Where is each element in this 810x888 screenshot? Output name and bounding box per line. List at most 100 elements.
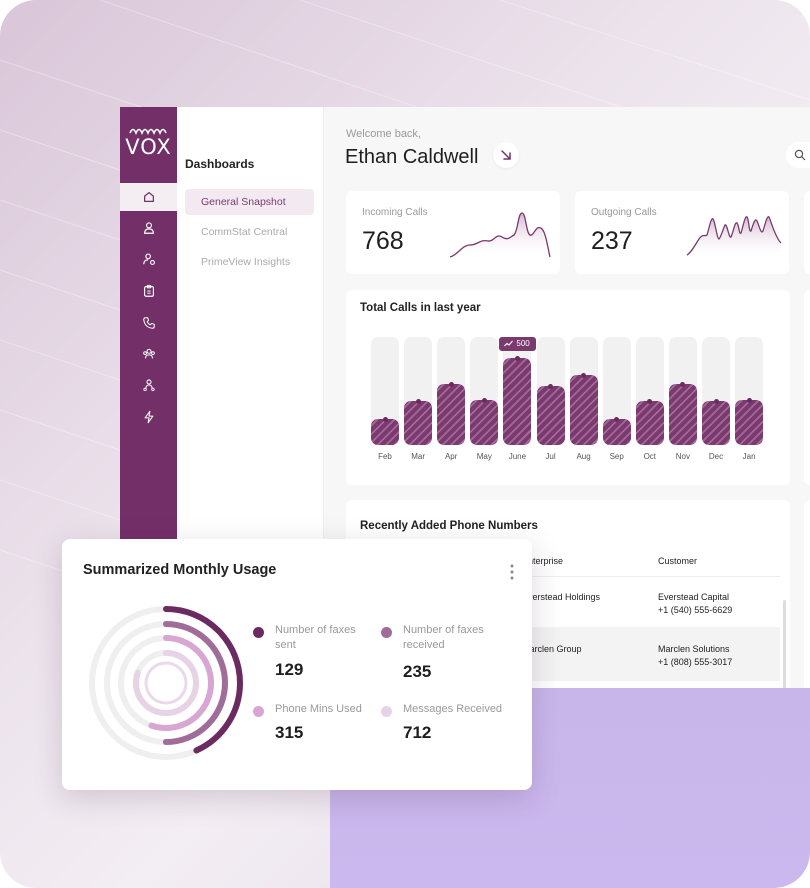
home-icon [143, 192, 154, 202]
ring-messages-received [133, 650, 199, 716]
dashboards-title: Dashboards [185, 157, 255, 171]
trend-up-icon [504, 340, 514, 347]
legend-label-faxes-sent: Number of faxes sent [275, 623, 356, 653]
bar-dot [713, 398, 719, 404]
wave-icon [128, 128, 167, 136]
bar-dot [514, 355, 520, 361]
arrow-down-right-icon [501, 150, 511, 160]
bar-dot [581, 372, 587, 378]
bar-dot [746, 397, 752, 403]
ring-center [144, 661, 188, 705]
phone-numbers-title: Recently Added Phone Numbers [360, 520, 538, 532]
outgoing-calls-label: Outgoing Calls [591, 207, 657, 218]
bar-value-badge: 500 [499, 337, 536, 351]
row-customer: Marclen Solutions [658, 644, 730, 654]
month-label: Apr [444, 452, 458, 461]
bar-june[interactable] [503, 358, 532, 445]
legend-dot-messages-received [381, 706, 392, 717]
row-enterprise: Marclen Group [522, 644, 582, 654]
table-scrollbar[interactable] [783, 600, 786, 688]
monthly-usage-card: Summarized Monthly Usage Number of faxes… [62, 539, 532, 790]
bar-dot [382, 416, 388, 422]
legend-dot-phone-mins [253, 706, 264, 717]
bar-aug[interactable] [569, 375, 598, 445]
legend-value-messages-received: 712 [403, 723, 432, 742]
logo[interactable]: VOX [120, 125, 177, 159]
bar-nov[interactable] [668, 384, 697, 445]
legend-value-faxes-received: 235 [403, 662, 432, 681]
bar-apr[interactable] [437, 384, 466, 445]
bar-sep[interactable] [602, 419, 631, 445]
incoming-calls-label: Incoming Calls [362, 207, 428, 218]
team-icon [142, 348, 155, 359]
month-label: Jul [545, 452, 556, 461]
nav-user-settings[interactable] [120, 245, 177, 273]
subpanel-item-general-snapshot[interactable]: General Snapshot [185, 189, 314, 215]
row-enterprise: Everstead Holdings [522, 592, 601, 602]
legend-label-messages-received: Messages Received [403, 703, 503, 715]
nav-bolt[interactable] [120, 403, 177, 431]
month-label: Sep [609, 452, 624, 461]
bar-may[interactable] [470, 400, 499, 445]
month-label: Dec [708, 452, 724, 461]
incoming-calls-card[interactable]: Incoming Calls 768 [346, 191, 560, 274]
bar-feb[interactable] [371, 419, 399, 445]
customer-column-header: Customer [658, 556, 698, 566]
legend-label-line-1: Number of faxes [403, 624, 484, 636]
nav-user[interactable] [120, 214, 177, 242]
legend-value-phone-mins: 315 [275, 723, 304, 742]
nav-team[interactable] [120, 340, 177, 368]
bar-oct[interactable] [635, 401, 664, 445]
bar-value-badge-text: 500 [516, 339, 530, 348]
incoming-calls-sparkline [449, 212, 551, 259]
legend-label-phone-mins: Phone Mins Used [275, 703, 362, 715]
row-customer: Everstead Capital [658, 592, 730, 602]
legend-dot-faxes-received [381, 627, 392, 638]
bar-jul[interactable] [536, 386, 565, 445]
ring-phone-mins [118, 635, 214, 731]
bar-dec[interactable] [702, 401, 730, 445]
nav-home[interactable] [120, 183, 177, 211]
bar-jan[interactable] [735, 400, 764, 445]
agent-icon [142, 379, 155, 392]
month-label: Nov [675, 452, 690, 461]
phone-icon [142, 317, 155, 329]
row-phone: +1 (540) 555-6629 [658, 605, 733, 615]
nav-phone[interactable] [120, 309, 177, 337]
total-calls-card: Total Calls in last year Feb Mar Apr May Jun… [346, 290, 790, 485]
outgoing-calls-card[interactable]: Outgoing Calls 237 [575, 191, 789, 274]
logo-text: VOX [125, 135, 172, 159]
month-label: Feb [378, 452, 392, 461]
bolt-icon [144, 410, 153, 424]
month-label: Oct [643, 452, 657, 461]
legend-label-line-1: Number of faxes [275, 624, 356, 636]
main-content: Welcome back, Ethan Caldwell Incoming Ca… [324, 107, 810, 688]
month-label: Mar [411, 452, 425, 461]
month-label: June [508, 452, 527, 461]
user-name: Ethan Caldwell [345, 146, 479, 168]
bar-dot [448, 381, 454, 387]
more-options-icon[interactable] [508, 563, 516, 581]
legend-label-line-2: received [403, 639, 445, 651]
next-chart-card [804, 290, 810, 485]
bar-dot [415, 398, 421, 404]
user-settings-icon [142, 253, 155, 265]
expand-button[interactable] [493, 142, 519, 168]
bar-mar[interactable] [404, 401, 433, 445]
subpanel-item-primeview-insights[interactable]: PrimeView Insights [201, 256, 291, 268]
legend-dot-faxes-sent [253, 627, 264, 638]
bar-dot [647, 398, 653, 404]
table-divider [360, 576, 780, 577]
enterprise-column-header: Enterprise [522, 556, 564, 566]
subpanel-item-commstat-central[interactable]: CommStat Central [201, 226, 288, 238]
bar-dot [548, 383, 553, 389]
outgoing-calls-sparkline [686, 216, 782, 259]
search-button[interactable] [786, 142, 810, 168]
ring-faxes-sent [89, 606, 243, 760]
usage-radial-chart [89, 606, 243, 760]
month-label: Jan [742, 452, 756, 461]
nav-agents[interactable] [120, 371, 177, 399]
nav-clipboard[interactable] [120, 277, 177, 305]
bar-dot [481, 397, 487, 403]
clipboard-icon [143, 284, 154, 297]
